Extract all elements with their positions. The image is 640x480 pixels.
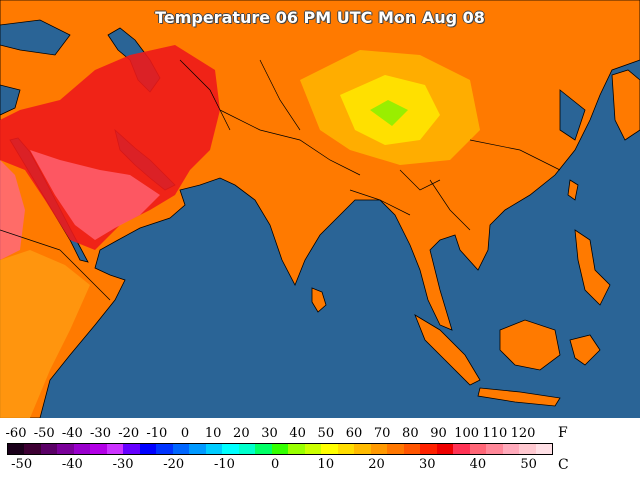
fahrenheit-tick-label: 90 bbox=[430, 426, 447, 441]
temperature-map: Temperature 06 PM UTC Mon Aug 08 bbox=[0, 0, 640, 418]
color-swatch bbox=[189, 444, 206, 454]
color-swatch bbox=[222, 444, 239, 454]
color-swatch bbox=[238, 444, 256, 454]
black-sea bbox=[0, 19, 71, 56]
color-swatch bbox=[453, 444, 470, 454]
country-borders bbox=[0, 59, 561, 301]
taiwan bbox=[567, 179, 579, 201]
fahrenheit-tick-label: -40 bbox=[61, 426, 83, 441]
color-swatch bbox=[519, 444, 536, 454]
celsius-tick-label: 10 bbox=[317, 457, 335, 472]
celsius-tick-label: 20 bbox=[368, 457, 385, 472]
sumatra bbox=[414, 314, 481, 386]
color-scale-bar bbox=[7, 443, 553, 455]
color-swatch bbox=[123, 444, 140, 454]
color-swatch bbox=[337, 444, 355, 454]
color-swatch bbox=[8, 444, 25, 454]
hot-zone-middle-east bbox=[0, 45, 220, 250]
color-swatch bbox=[420, 444, 437, 454]
temperature-legend: -60 -50 -40 -30 -20 -10 0 10 20 30 40 50 60 70 80 90 100… bbox=[0, 418, 640, 480]
celsius-tick-label: 0 bbox=[270, 457, 280, 472]
fahrenheit-tick-label: -30 bbox=[90, 426, 111, 441]
fahrenheit-tick-label: 50 bbox=[317, 426, 335, 441]
color-swatch bbox=[502, 444, 520, 454]
color-swatch bbox=[469, 444, 487, 454]
color-swatch bbox=[288, 444, 305, 454]
celsius-tick-label: 40 bbox=[469, 457, 487, 472]
color-swatch bbox=[106, 444, 124, 454]
celsius-tick-label: -10 bbox=[213, 457, 235, 472]
java bbox=[477, 387, 561, 407]
very-hot-arabia bbox=[30, 150, 160, 240]
celsius-tick-label: -50 bbox=[11, 457, 33, 472]
fahrenheit-tick-label: 10 bbox=[204, 426, 222, 441]
color-swatch bbox=[24, 444, 41, 454]
celsius-tick-label: -30 bbox=[112, 457, 134, 472]
africa-warm bbox=[0, 250, 90, 418]
fahrenheit-tick-label: 0 bbox=[180, 426, 190, 441]
fahrenheit-tick-label: 60 bbox=[345, 426, 363, 441]
color-swatch bbox=[436, 444, 454, 454]
bay-east-china bbox=[559, 89, 586, 141]
color-swatch bbox=[73, 444, 91, 454]
map-title: Temperature 06 PM UTC Mon Aug 08 bbox=[155, 8, 485, 27]
fahrenheit-tick-label: 80 bbox=[402, 426, 419, 441]
color-swatch bbox=[40, 444, 58, 454]
fahrenheit-unit-label: F bbox=[558, 425, 568, 441]
sri-lanka bbox=[311, 287, 327, 313]
color-swatch bbox=[156, 444, 173, 454]
very-hot-sahara bbox=[0, 160, 25, 260]
fahrenheit-tick-label: 40 bbox=[289, 426, 306, 441]
fahrenheit-tick-label: 30 bbox=[261, 426, 278, 441]
fahrenheit-tick-label: -20 bbox=[118, 426, 140, 441]
sulawesi bbox=[569, 334, 601, 366]
color-swatch bbox=[354, 444, 371, 454]
color-swatch bbox=[535, 444, 552, 454]
color-swatch bbox=[403, 444, 421, 454]
fahrenheit-tick-label: 20 bbox=[233, 426, 250, 441]
fahrenheit-tick-label: -10 bbox=[146, 426, 168, 441]
celsius-tick-label: 30 bbox=[418, 457, 436, 472]
color-swatch bbox=[90, 444, 107, 454]
color-swatch bbox=[486, 444, 503, 454]
mediterranean bbox=[0, 84, 21, 116]
color-swatch bbox=[271, 444, 289, 454]
japan bbox=[611, 69, 640, 141]
map-canvas bbox=[0, 0, 640, 418]
color-swatch bbox=[255, 444, 272, 454]
coolest-spot bbox=[370, 100, 408, 126]
color-swatch bbox=[321, 444, 338, 454]
color-swatch bbox=[172, 444, 190, 454]
celsius-tick-label: -20 bbox=[163, 457, 185, 472]
fahrenheit-tick-label: -60 bbox=[5, 426, 27, 441]
fahrenheit-tick-label: 100 bbox=[454, 426, 480, 441]
color-swatch bbox=[370, 444, 388, 454]
color-swatch bbox=[57, 444, 74, 454]
fahrenheit-tick-label: 110 bbox=[482, 426, 508, 441]
color-swatch bbox=[139, 444, 157, 454]
borneo bbox=[499, 319, 561, 371]
fahrenheit-tick-label: 120 bbox=[510, 426, 536, 441]
fahrenheit-tick-label: 70 bbox=[373, 426, 391, 441]
celsius-tick-label: -40 bbox=[61, 457, 83, 472]
color-swatch bbox=[205, 444, 223, 454]
celsius-tick-label: 50 bbox=[520, 457, 537, 472]
fahrenheit-tick-label: -50 bbox=[33, 426, 55, 441]
philippines bbox=[574, 229, 611, 306]
color-swatch bbox=[387, 444, 404, 454]
celsius-unit-label: C bbox=[558, 457, 569, 473]
color-swatch bbox=[304, 444, 322, 454]
